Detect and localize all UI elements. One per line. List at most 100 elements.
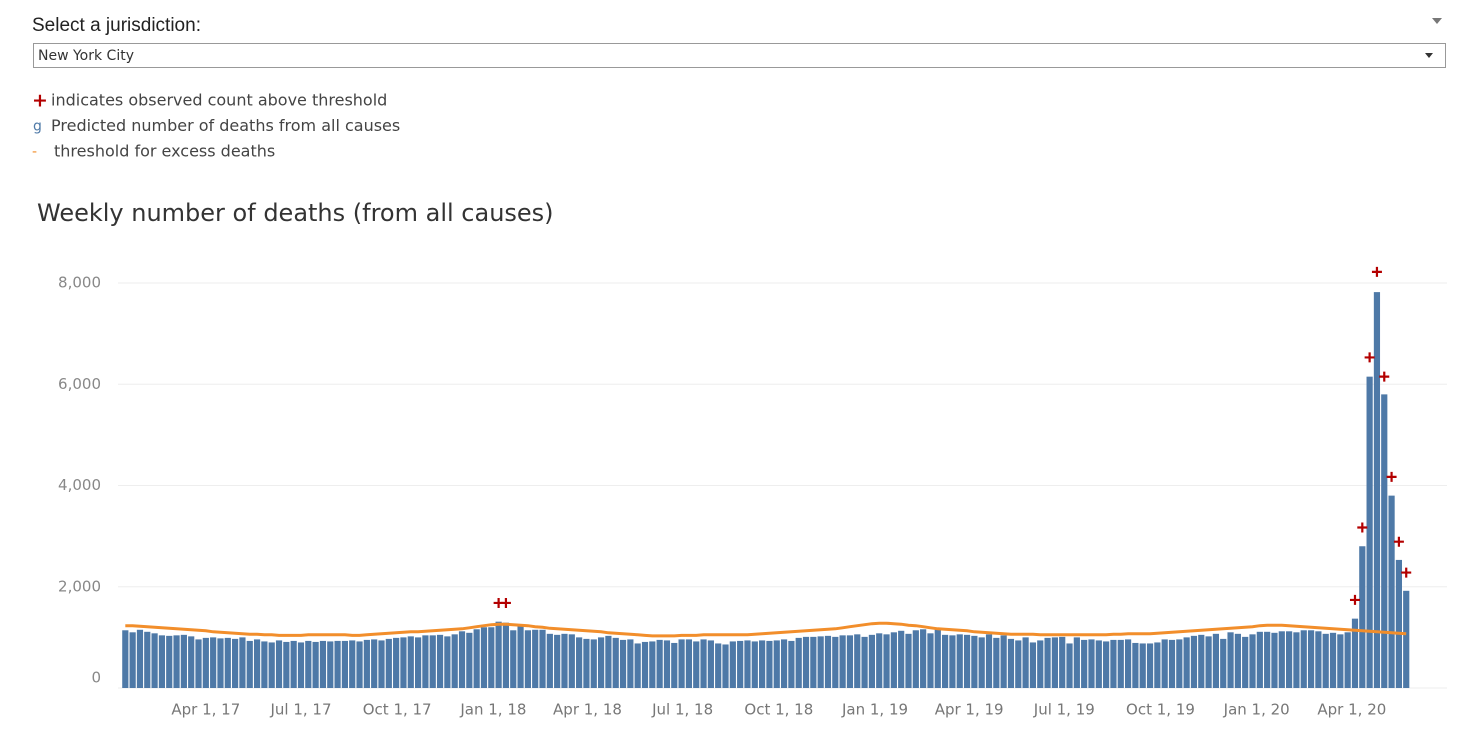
bar xyxy=(678,639,685,688)
bar xyxy=(371,639,378,688)
bar xyxy=(1000,635,1007,688)
bar xyxy=(253,639,261,688)
bar xyxy=(949,635,956,688)
bar xyxy=(934,627,941,688)
legend-label: Predicted number of deaths from all caus… xyxy=(51,116,400,135)
bar xyxy=(554,634,561,688)
bar xyxy=(202,637,209,688)
bar xyxy=(319,640,327,688)
x-tick-label: Oct 1, 18 xyxy=(744,701,813,719)
bar xyxy=(1403,590,1410,688)
y-tick-label: 8,000 xyxy=(58,274,101,292)
bar xyxy=(305,640,312,688)
bar xyxy=(641,641,649,688)
bar xyxy=(1329,632,1337,688)
above-threshold-marker xyxy=(1379,371,1390,382)
above-threshold-marker xyxy=(1401,567,1412,578)
plot: 0 2,000 4,000 6,000 8,000 Apr 1, 17 Jul 1, 17 O… xyxy=(58,266,1447,719)
bar xyxy=(685,639,693,688)
bar xyxy=(561,633,568,688)
bar xyxy=(759,640,766,688)
bar xyxy=(1359,546,1366,688)
bar xyxy=(400,637,407,688)
bar xyxy=(524,630,531,688)
bar xyxy=(546,633,553,688)
x-tick-label: Oct 1, 19 xyxy=(1126,701,1195,719)
x-tick-label: Apr 1, 19 xyxy=(935,701,1004,719)
bar xyxy=(722,644,729,688)
bar xyxy=(883,634,890,688)
bar xyxy=(1059,636,1066,688)
bar xyxy=(151,633,158,688)
bar xyxy=(1395,559,1403,688)
bar xyxy=(363,639,370,688)
x-tick-label: Apr 1, 17 xyxy=(171,701,240,719)
bar xyxy=(576,637,583,688)
bar xyxy=(1015,640,1022,688)
bar xyxy=(971,635,978,688)
menu-caret[interactable] xyxy=(1432,18,1442,24)
x-tick-label: Jan 1, 18 xyxy=(459,701,526,719)
bar xyxy=(627,639,634,688)
bar xyxy=(180,634,187,688)
bar xyxy=(502,622,510,688)
bar xyxy=(693,641,700,688)
bar xyxy=(927,633,934,688)
x-tick-label: Jul 1, 19 xyxy=(1033,701,1095,719)
bar xyxy=(1124,639,1132,688)
bar xyxy=(890,632,897,688)
bar xyxy=(1381,394,1388,688)
bar xyxy=(458,631,466,688)
legend-symbol: g xyxy=(33,119,42,135)
bar xyxy=(1242,636,1249,688)
dropdown-arrow[interactable] xyxy=(1425,53,1433,58)
bar xyxy=(1264,631,1271,688)
bar xyxy=(963,634,971,688)
threshold-line xyxy=(125,621,1407,638)
bar xyxy=(780,639,788,688)
bar xyxy=(619,639,627,688)
above-threshold-marker xyxy=(1364,352,1375,363)
bar xyxy=(268,642,275,688)
bar xyxy=(649,641,656,688)
dropdown-box[interactable] xyxy=(33,43,1446,68)
bar xyxy=(429,635,436,688)
bar xyxy=(1029,642,1037,688)
dropdown[interactable]: New York City xyxy=(33,43,1446,68)
bar xyxy=(978,637,985,688)
bar xyxy=(349,640,356,688)
legend-symbol: - xyxy=(32,144,37,160)
bar xyxy=(1007,638,1015,688)
bar xyxy=(1278,631,1285,688)
bar xyxy=(1293,632,1300,688)
bar xyxy=(1110,639,1117,688)
bar xyxy=(1168,639,1176,688)
bar xyxy=(1022,637,1029,688)
bar xyxy=(1139,643,1146,688)
bar xyxy=(568,634,575,688)
bar xyxy=(634,643,641,688)
bar xyxy=(766,640,773,688)
bar xyxy=(297,642,305,688)
legend-label: indicates observed count above threshold xyxy=(51,91,387,110)
legend-label: threshold for excess deaths xyxy=(54,142,275,161)
bar xyxy=(122,630,129,688)
bar xyxy=(275,640,283,688)
bar xyxy=(1227,632,1234,688)
bar xyxy=(1081,639,1088,688)
bar xyxy=(378,640,385,688)
y-tick-label: 2,000 xyxy=(58,577,101,595)
bar xyxy=(993,637,1000,688)
bar xyxy=(1300,630,1307,688)
bar xyxy=(1271,632,1278,688)
bar xyxy=(466,632,473,688)
bar xyxy=(920,629,927,688)
bar xyxy=(1212,633,1220,688)
bar xyxy=(480,627,488,688)
bar xyxy=(846,635,854,688)
bar xyxy=(517,625,524,688)
bar xyxy=(261,641,268,688)
dropdown-value[interactable]: New York City xyxy=(38,48,134,64)
bar xyxy=(861,636,868,688)
bar xyxy=(1073,637,1080,688)
